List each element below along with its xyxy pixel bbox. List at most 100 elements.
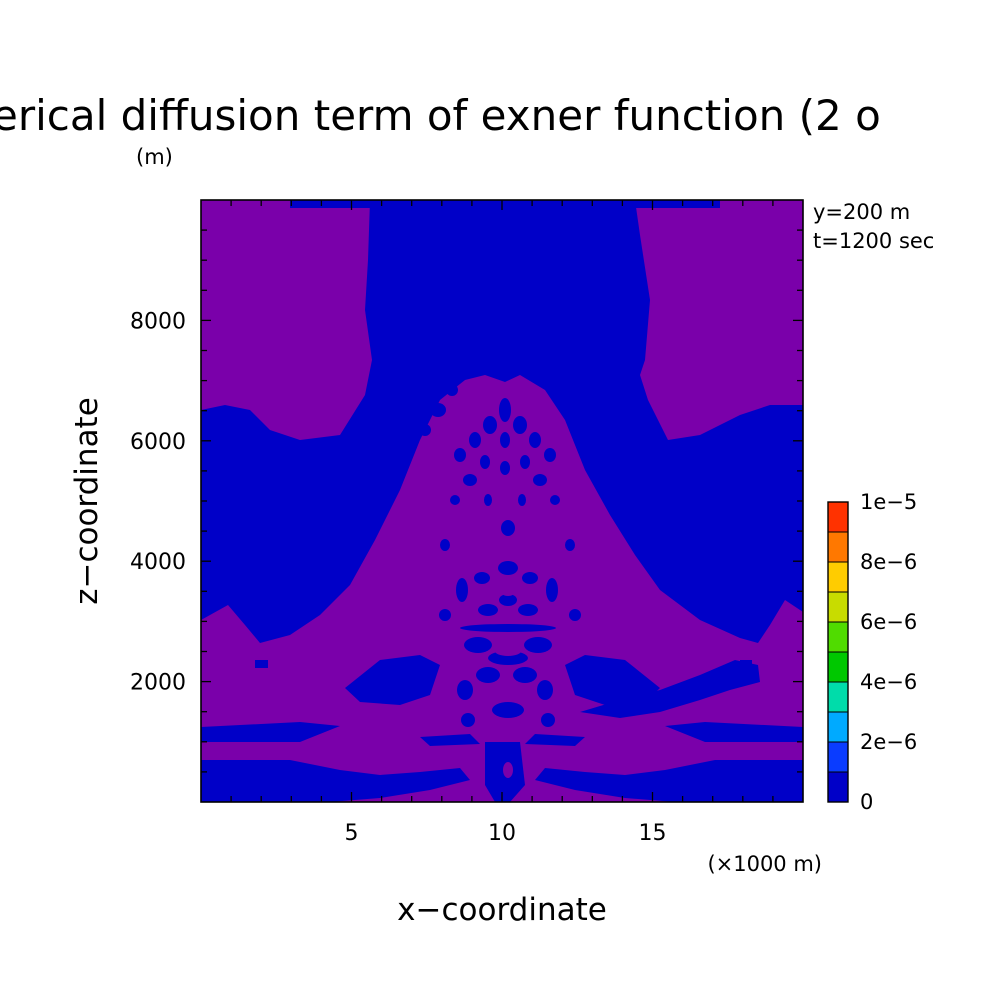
colorbar-segment (827, 531, 849, 563)
colorbar-segment (827, 621, 849, 653)
colorbar-segment (827, 591, 849, 623)
y-tick-label: 6000 (130, 430, 186, 455)
y-axis-ticks: 2000 4000 6000 8000 (130, 229, 803, 773)
y-axis-label: z−coordinate (69, 397, 105, 605)
low-value-blob (522, 572, 538, 584)
colorbar-segment (827, 561, 849, 593)
low-value-blob (476, 667, 500, 683)
low-value-blob (533, 474, 547, 486)
colorbar: 0 2e−6 4e−6 6e−6 8e−6 1e−5 (827, 490, 917, 814)
field-pocket (500, 584, 516, 596)
low-value-blob (492, 702, 524, 718)
x-axis-ticks: 5 10 15 (230, 200, 774, 846)
low-value-blob (430, 403, 446, 417)
low-value-blob (446, 384, 458, 396)
colorbar-segment (827, 501, 849, 533)
low-value-region (201, 200, 803, 643)
field-pocket (494, 644, 522, 656)
colorbar-frame (827, 501, 849, 803)
low-value-blob (565, 539, 575, 551)
low-value-region (740, 660, 752, 668)
low-value-blob (439, 609, 451, 621)
y-tick-label: 8000 (130, 309, 186, 334)
low-value-blob (500, 461, 510, 475)
low-value-blob (537, 680, 553, 700)
plot-area (201, 200, 803, 802)
low-value-blob (541, 713, 555, 727)
colorbar-label: 8e−6 (860, 550, 917, 574)
y-tick-label: 4000 (130, 550, 186, 575)
chart-title: erical diffusion term of exner function … (0, 91, 881, 140)
colorbar-label: 4e−6 (860, 670, 917, 694)
colorbar-segment (827, 741, 849, 773)
x-axis-label: x−coordinate (397, 892, 607, 928)
low-value-blob (469, 432, 481, 448)
low-value-blob (554, 384, 566, 396)
low-value-blob (524, 637, 552, 653)
low-value-blob (419, 424, 431, 436)
x-tick-label: 10 (488, 821, 516, 846)
low-value-region (665, 722, 803, 742)
low-value-blob (544, 448, 556, 462)
low-value-region (580, 660, 760, 718)
low-value-regions (201, 200, 803, 802)
low-value-blob (579, 424, 591, 436)
low-value-blob (518, 494, 526, 506)
colorbar-segment (827, 651, 849, 683)
low-value-blob (513, 416, 527, 434)
low-value-region (420, 734, 480, 746)
low-value-blob (440, 539, 450, 551)
low-value-blob (501, 520, 515, 536)
low-value-blob (480, 455, 490, 469)
low-value-region (345, 655, 440, 705)
low-value-blob (499, 594, 517, 606)
low-value-blob (457, 680, 473, 700)
low-value-blob (499, 398, 511, 422)
low-value-blob (500, 432, 510, 448)
low-value-blob (456, 578, 468, 602)
low-value-blob (550, 495, 560, 505)
colorbar-label: 0 (860, 790, 873, 814)
low-value-blob (463, 474, 477, 486)
field-pocket (503, 762, 513, 778)
low-value-blob (565, 403, 581, 417)
colorbar-label: 6e−6 (860, 610, 917, 634)
low-value-region (201, 760, 470, 802)
colorbar-segment (827, 771, 849, 803)
x-axis-unit: (×1000 m) (707, 852, 822, 876)
low-value-blob (460, 624, 556, 632)
low-value-blob (529, 432, 541, 448)
low-value-region (525, 734, 585, 746)
low-value-region (255, 660, 268, 668)
colorbar-segment (827, 681, 849, 713)
low-value-blob (461, 713, 475, 727)
low-value-region (201, 722, 340, 742)
low-value-blob (454, 448, 466, 462)
low-value-blob (518, 604, 538, 616)
low-value-blob (513, 667, 537, 683)
colorbar-segment (827, 711, 849, 743)
x-tick-label: 15 (639, 821, 667, 846)
colorbar-label: 2e−6 (860, 730, 917, 754)
low-value-blob (478, 604, 498, 616)
low-value-blob (569, 609, 581, 621)
low-value-blob (484, 494, 492, 506)
y-axis-unit: (m) (136, 145, 173, 169)
x-tick-label: 5 (345, 821, 359, 846)
low-value-region (565, 655, 660, 705)
annotation-t: t=1200 sec (813, 229, 934, 253)
low-value-blob (450, 495, 460, 505)
low-value-region (290, 200, 720, 208)
y-tick-label: 2000 (130, 671, 186, 696)
low-value-blob (498, 561, 518, 575)
low-value-blob (483, 416, 497, 434)
low-value-blob (488, 651, 528, 665)
annotation-y: y=200 m (813, 200, 910, 224)
low-value-region (535, 760, 803, 802)
low-value-blob (546, 578, 558, 602)
low-value-blob (520, 455, 530, 469)
low-value-blob (464, 637, 492, 653)
low-value-blob (474, 572, 490, 584)
colorbar-label: 1e−5 (860, 490, 917, 514)
